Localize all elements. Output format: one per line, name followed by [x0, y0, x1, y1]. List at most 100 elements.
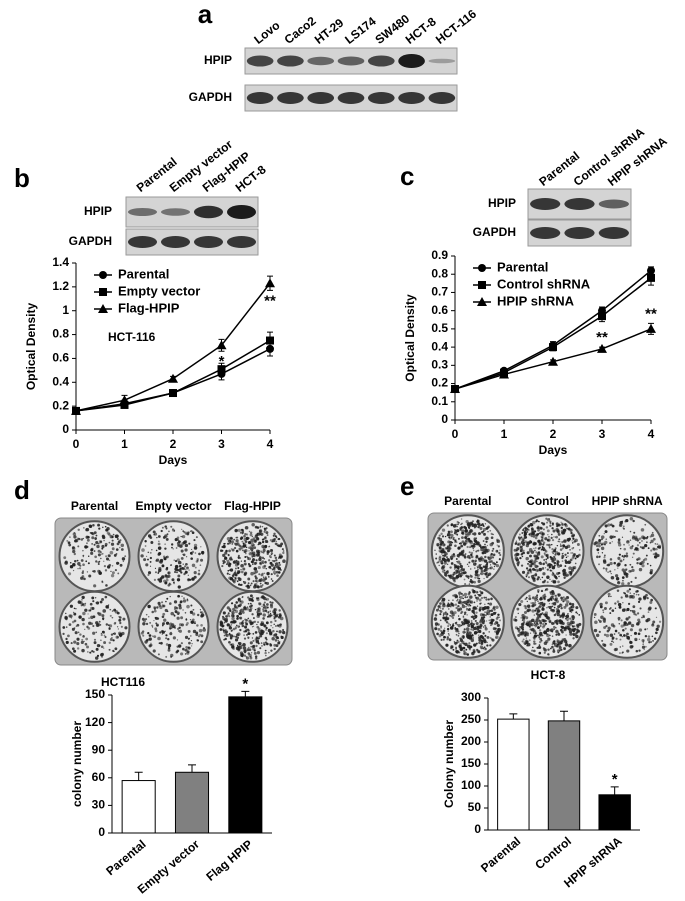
colony-dot — [232, 575, 235, 578]
colony-dot — [106, 557, 109, 560]
colony-dot — [636, 594, 638, 596]
colony-dot — [522, 546, 523, 547]
colony-dot — [88, 575, 91, 578]
colony-dot — [466, 597, 467, 598]
colony-dot — [546, 576, 549, 579]
colony-dot — [522, 529, 524, 531]
colony-dot — [558, 553, 560, 555]
colony-dot — [641, 617, 643, 619]
colony-dot — [460, 542, 462, 544]
colony-dot — [250, 584, 252, 586]
colony-dot — [533, 636, 535, 638]
colony-dot — [262, 578, 266, 582]
colony-dot — [440, 608, 441, 609]
colony-dot — [268, 613, 269, 614]
colony-dot — [653, 548, 656, 551]
colony-dot — [194, 576, 197, 579]
colony-dot — [467, 546, 469, 548]
colony-dot — [577, 543, 580, 546]
colony-dot — [650, 542, 652, 544]
colony-dot — [558, 645, 561, 648]
colony-dot — [236, 561, 239, 564]
colony-dot — [169, 626, 172, 629]
colony-dot — [566, 600, 569, 603]
colony-dot — [88, 562, 90, 564]
colony-dot — [184, 548, 187, 551]
colony-dot — [444, 561, 447, 564]
colony-dot — [278, 562, 280, 564]
colony-dot — [246, 533, 248, 535]
colony-dot — [539, 544, 540, 545]
colony-dot — [619, 634, 622, 637]
colony-dot — [495, 635, 498, 638]
colony-dot — [148, 616, 150, 618]
blot-band — [161, 236, 190, 248]
colony-dot — [81, 649, 84, 652]
colony-dot — [533, 576, 535, 578]
colony-dot — [153, 649, 156, 652]
colony-dot — [234, 547, 236, 549]
colony-dot — [439, 535, 441, 537]
colony-dot — [255, 577, 258, 580]
colony-dot — [536, 607, 539, 610]
colony-dot — [250, 539, 254, 543]
colony-dot — [490, 637, 492, 639]
colony-dot — [452, 538, 454, 540]
colony-dot — [221, 565, 223, 567]
colony-dot — [543, 528, 545, 530]
colony-dot — [95, 560, 97, 562]
colony-dot — [177, 575, 180, 578]
colony-dot — [185, 612, 187, 614]
colony-dot — [116, 636, 119, 639]
colony-dot — [638, 597, 641, 600]
colony-dot — [518, 613, 519, 614]
colony-dot — [228, 641, 231, 644]
colony-dot — [173, 582, 175, 584]
colony-dot — [451, 537, 453, 539]
colony-dot — [94, 537, 97, 540]
colony-dot — [120, 564, 123, 567]
colony-dot — [462, 540, 465, 543]
colony-dot — [545, 620, 547, 622]
colony-dot — [235, 610, 238, 613]
colony-dot — [243, 646, 246, 649]
colony-dot — [101, 580, 103, 582]
colony-dot — [229, 626, 232, 629]
colony-dot — [522, 623, 525, 626]
colony-dot — [484, 604, 485, 605]
colony-dot — [554, 562, 557, 565]
colony-dot — [74, 627, 76, 629]
error-bar — [509, 714, 517, 719]
colony-dot — [229, 633, 230, 634]
colony-dot — [524, 540, 527, 543]
colony-dot — [235, 638, 238, 641]
colony-dot — [237, 646, 239, 648]
colony-dot — [650, 641, 652, 643]
colony-dot — [188, 569, 189, 570]
colony-dot — [146, 556, 147, 557]
colony-dot — [254, 540, 257, 543]
colony-dot — [200, 564, 202, 566]
colony-dot — [534, 614, 535, 615]
colony-dot — [552, 602, 553, 603]
colony-dot — [630, 635, 631, 636]
colony-dot — [527, 601, 528, 602]
colony-dot — [252, 558, 255, 561]
colony-dot — [598, 545, 601, 548]
colony-dot — [557, 581, 560, 584]
colony-dot — [560, 522, 561, 523]
colony-dot — [645, 635, 647, 637]
colony-dot — [563, 647, 566, 650]
colony-dot — [469, 595, 472, 598]
colony-dot — [116, 553, 118, 555]
colony-dot — [448, 608, 449, 609]
colony-dot — [97, 524, 100, 527]
colony-dot — [549, 567, 550, 568]
colony-dot — [74, 608, 76, 610]
colony-dot — [248, 652, 251, 655]
colony-dot — [124, 626, 127, 629]
colony-dot — [102, 527, 103, 528]
colony-dot — [572, 567, 575, 570]
colony-dot — [76, 642, 79, 645]
colony-dot — [647, 638, 650, 641]
